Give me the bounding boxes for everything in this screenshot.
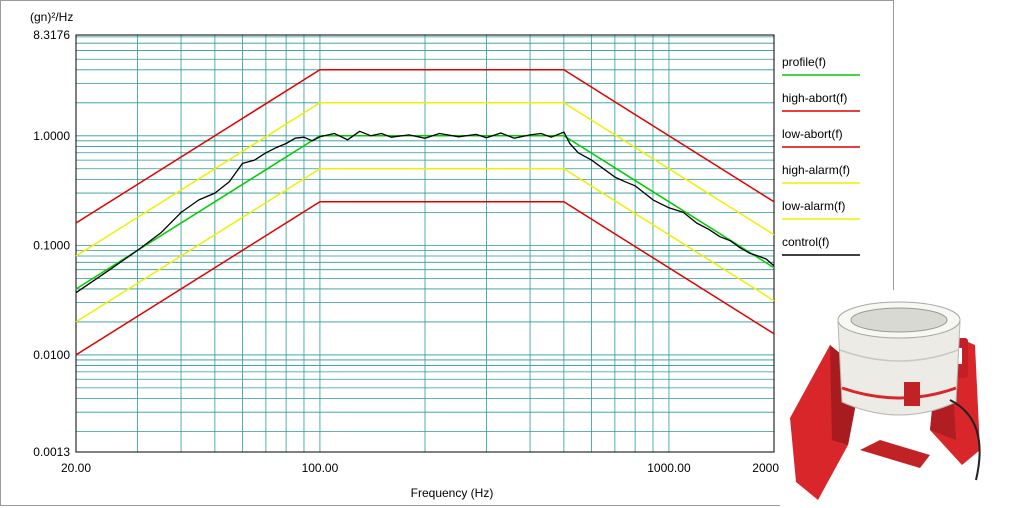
y-tick-label: 8.3176	[33, 28, 70, 42]
legend-label: low-alarm(f)	[782, 199, 845, 213]
x-tick-label: 20.00	[61, 461, 91, 475]
x-tick-label: 1000.00	[647, 461, 691, 475]
series-line-profile-f	[75, 135, 775, 290]
x-axis-label: Frequency (Hz)	[411, 486, 494, 500]
base-plate	[860, 440, 930, 468]
legend-label: profile(f)	[782, 55, 826, 69]
legend-label: control(f)	[782, 235, 829, 249]
y-tick-label: 0.0100	[33, 348, 70, 362]
series-group	[75, 69, 775, 356]
shaker-photo	[780, 290, 1024, 508]
shaker-table	[850, 307, 948, 333]
y-tick-label: 1.0000	[33, 129, 70, 143]
series-line-high-abort-f	[75, 69, 775, 224]
legend-label: high-abort(f)	[782, 91, 847, 105]
series-line-control-f	[75, 130, 775, 294]
series-line-low-alarm-f	[75, 168, 775, 323]
legend-label: high-alarm(f)	[782, 163, 850, 177]
y-axis-label: (gn)²/Hz	[30, 10, 73, 24]
body-red-band	[841, 386, 957, 400]
legend-label: low-abort(f)	[782, 127, 843, 141]
legend: profile(f) high-abort(f) low-abort(f) high-…	[782, 55, 860, 256]
series-line-low-abort-f	[75, 201, 775, 356]
cable	[949, 399, 981, 481]
chart-border	[0, 0, 894, 506]
body-seam	[839, 349, 959, 362]
y-tick-label: 0.1000	[33, 238, 70, 252]
y-tick-label: 0.0013	[33, 445, 70, 459]
connector	[904, 382, 920, 406]
plot-area-border	[75, 34, 775, 453]
series-line-high-alarm-f	[75, 102, 775, 257]
grid	[76, 35, 774, 452]
x-tick-label: 100.00	[302, 461, 339, 475]
